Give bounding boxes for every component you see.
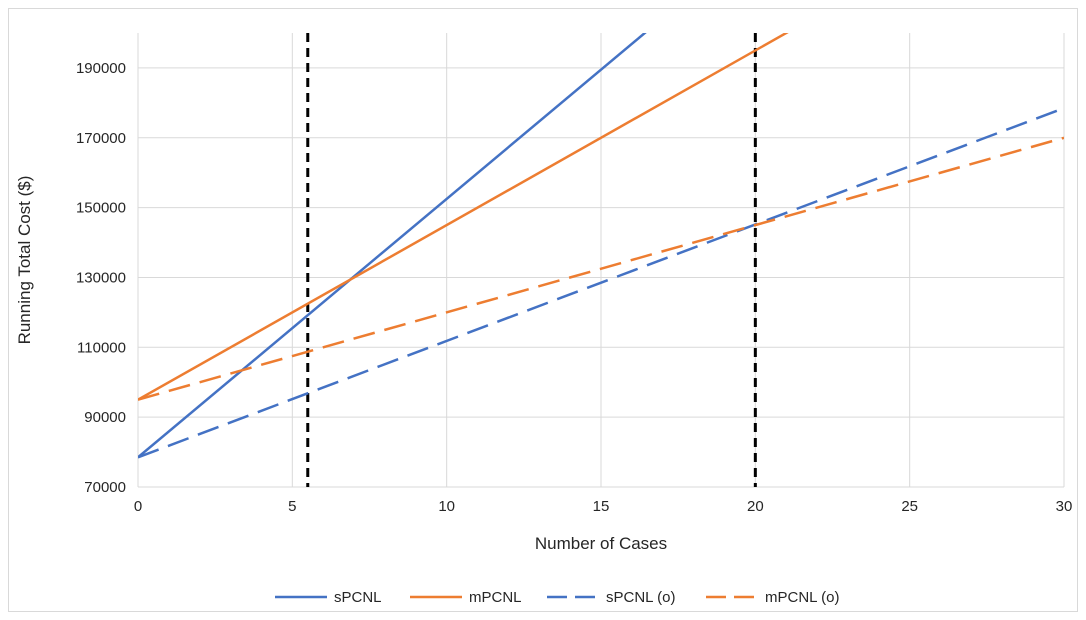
legend-label: sPCNL [334,589,382,606]
gridlines [137,33,1065,488]
series-line-mpcnl [138,33,789,401]
series-line-spcnl [138,33,647,459]
legend-label: mPCNL (o) [765,589,839,606]
reference-lines [306,33,757,487]
y-tick-label: 130000 [76,269,126,286]
legend-label: sPCNL (o) [606,589,675,606]
y-tick-label: 150000 [76,200,126,217]
x-tick-label: 20 [747,498,764,515]
y-tick-label: 190000 [76,60,126,77]
series-line-spcnl-o [138,106,1064,459]
y-axis-title: Running Total Cost ($) [15,176,34,345]
series-lines [138,33,1064,459]
x-tick-label: 15 [593,498,610,515]
x-tick-label: 10 [438,498,455,515]
x-tick-label: 25 [901,498,918,515]
legend-label: mPCNL [469,589,522,606]
x-axis-title: Number of Cases [535,534,667,553]
x-tick-label: 30 [1056,498,1073,515]
x-axis-ticks: 0 5 10 15 20 25 30 [134,498,1073,515]
y-tick-label: 110000 [77,339,126,356]
y-tick-label: 90000 [84,409,126,426]
x-tick-label: 0 [134,498,142,515]
y-tick-label: 170000 [76,130,126,147]
legend: sPCNL mPCNL sPCNL (o) mPCNL (o) [275,589,839,606]
series-line-mpcnl-o [138,136,1064,401]
y-axis-ticks: 70000 90000 110000 130000 150000 170000 190000 [76,60,126,496]
x-tick-label: 5 [288,498,296,515]
chart-frame [8,8,1078,612]
y-tick-label: 70000 [84,479,126,496]
